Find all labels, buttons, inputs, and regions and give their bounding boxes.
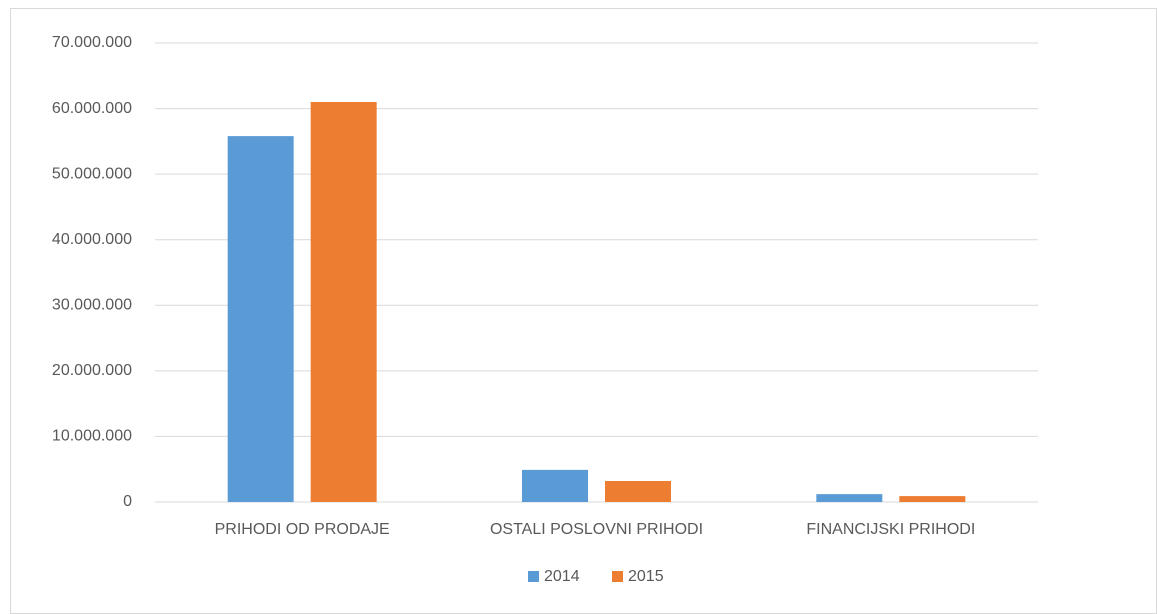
- y-tick-label: 70.000.000: [52, 34, 132, 51]
- legend-swatch: [528, 571, 539, 582]
- y-tick-label: 0: [123, 493, 132, 510]
- bar: [522, 469, 588, 502]
- bar: [227, 136, 294, 502]
- y-tick-label: 20.000.000: [52, 362, 132, 379]
- legend-label: 2015: [628, 568, 664, 585]
- legend-swatch: [612, 571, 623, 582]
- y-tick-label: 40.000.000: [52, 231, 132, 248]
- bar: [605, 481, 671, 502]
- x-tick-label: OSTALI POSLOVNI PRIHODI: [490, 521, 703, 538]
- bar: [816, 494, 883, 502]
- y-tick-label: 10.000.000: [52, 428, 132, 445]
- x-tick-label: PRIHODI OD PRODAJE: [215, 521, 390, 538]
- x-tick-label: FINANCIJSKI PRIHODI: [806, 521, 975, 538]
- chart-border: [10, 8, 1157, 614]
- y-tick-label: 60.000.000: [52, 100, 132, 117]
- legend-label: 2014: [544, 568, 580, 585]
- bar: [310, 102, 377, 502]
- y-tick-label: 30.000.000: [52, 297, 132, 314]
- bar: [899, 496, 966, 502]
- y-tick-label: 50.000.000: [52, 165, 132, 182]
